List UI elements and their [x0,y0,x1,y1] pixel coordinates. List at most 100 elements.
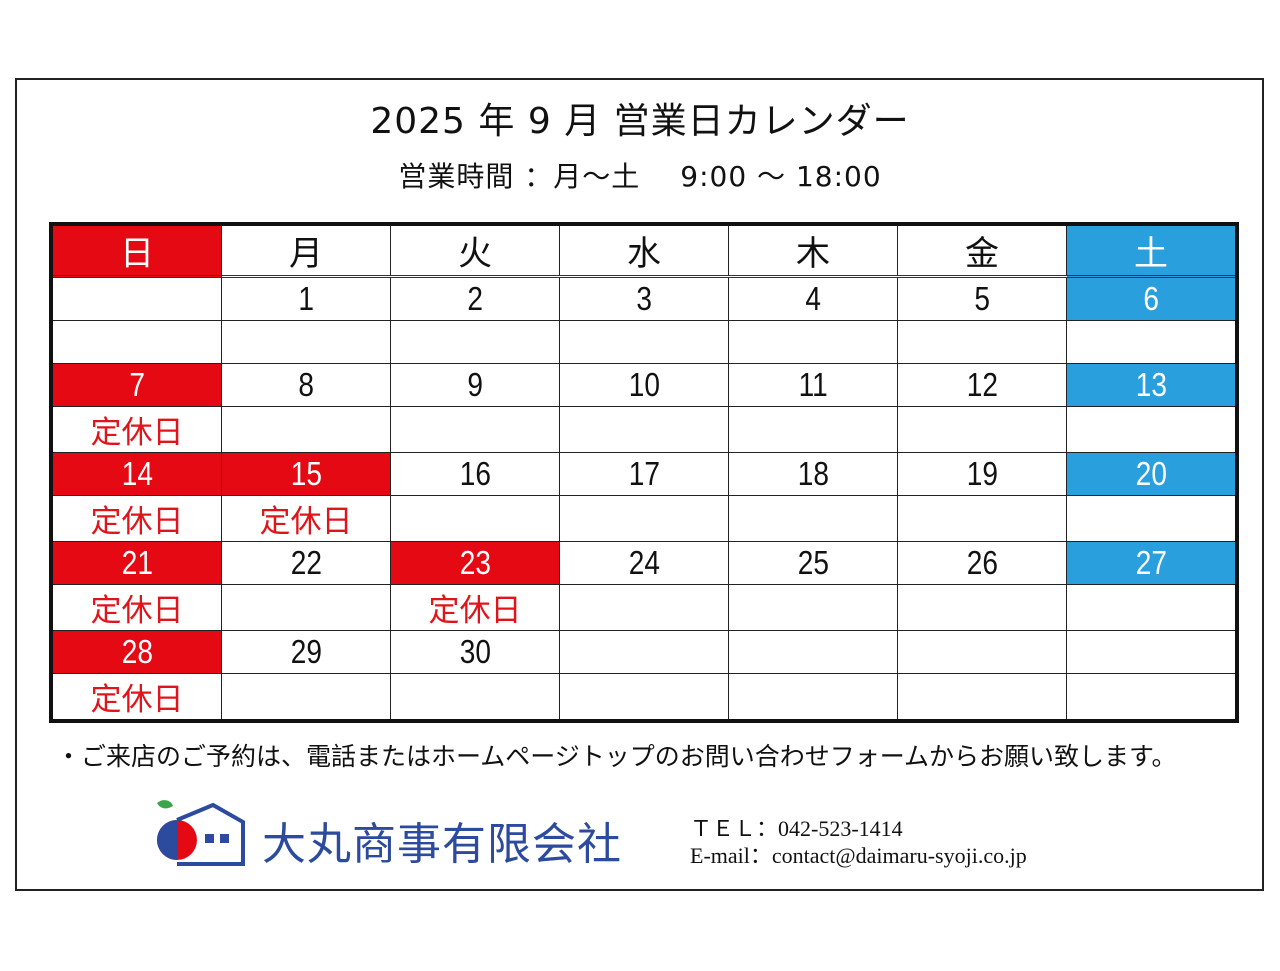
day-number: 3 [636,280,652,317]
day-cell: 20 [1066,452,1238,496]
weekday-header: 木 [728,223,898,277]
day-note [897,673,1067,722]
day-number: 24 [628,544,660,581]
day-note [728,673,898,722]
day-cell: 4 [728,276,898,321]
day-note [50,320,222,364]
day-number: 28 [121,633,153,670]
day-number: 7 [129,366,145,403]
day-cell: 10 [559,363,729,407]
contact-email[interactable]: E-mail：contact@daimaru-syoji.co.jp [690,843,1027,868]
day-note [559,406,729,453]
weekday-header: 水 [559,223,729,277]
day-cell: 27 [1066,541,1238,585]
day-cell: 29 [221,630,391,674]
business-hours: 営業時間 ：月～土 9:00 ～ 18:00 [0,158,1280,196]
day-number: 19 [966,455,998,492]
day-note [1066,406,1238,453]
day-note [728,406,898,453]
day-number: 17 [628,455,660,492]
day-note [221,406,391,453]
day-cell: 24 [559,541,729,585]
day-number: 6 [1143,280,1159,317]
day-note [728,495,898,542]
day-number: 9 [467,366,483,403]
day-cell: 14 [50,452,222,496]
day-note [559,495,729,542]
day-number: 30 [459,633,491,670]
day-note [221,673,391,722]
contact-tel[interactable]: ＴＥＬ：042-523-1414 [690,816,903,841]
week-note-row [50,320,1238,364]
day-note [390,320,560,364]
day-cell: 28 [50,630,222,674]
day-cell: 5 [897,276,1067,321]
day-number: 14 [121,455,153,492]
day-cell: 18 [728,452,898,496]
day-number: 16 [459,455,491,492]
day-number: 29 [290,633,322,670]
day-note: 定休日 [50,406,222,453]
page-title: 2025 年 9 月 営業日カレンダー [370,101,910,142]
day-note: 定休日 [50,673,222,722]
week-note-row: 定休日 [50,406,1238,453]
day-note [728,320,898,364]
day-number: 5 [974,280,990,317]
day-note [728,584,898,631]
day-note [897,320,1067,364]
day-cell: 15 [221,452,391,496]
weekday-header: 金 [897,223,1067,277]
day-cell [728,630,898,674]
day-number: 20 [1135,455,1167,492]
day-cell: 1 [221,276,391,321]
day-number: 2 [467,280,483,317]
day-number: 22 [290,544,322,581]
day-cell: 6 [1066,276,1238,321]
day-cell [559,630,729,674]
day-cell [1066,630,1238,674]
day-number: 11 [798,366,828,403]
day-cell: 11 [728,363,898,407]
page-frame [15,78,1264,891]
day-note: 定休日 [390,584,560,631]
day-cell: 8 [221,363,391,407]
day-cell: 26 [897,541,1067,585]
hours-label: 営業時間 ：月～土 [398,160,641,193]
day-number: 1 [298,280,314,317]
day-cell: 23 [390,541,560,585]
day-note [221,584,391,631]
day-number: 25 [797,544,829,581]
day-cell: 13 [1066,363,1238,407]
day-note [1066,673,1238,722]
day-cell: 2 [390,276,560,321]
house-logo-icon [157,800,245,866]
day-cell: 7 [50,363,222,407]
day-note [897,406,1067,453]
day-cell: 25 [728,541,898,585]
day-number: 15 [290,455,322,492]
day-number: 26 [966,544,998,581]
day-cell: 19 [897,452,1067,496]
day-cell [897,630,1067,674]
day-note [559,584,729,631]
calendar-table: 日月火水木金土 1 2 3 4 5 6 7 8 9 10 11 12 13 定休日 14 15 16 17 18 19… [49,222,1239,723]
day-number: 12 [966,366,998,403]
day-number: 21 [121,544,153,581]
contact-info: ＴＥＬ：042-523-1414 E-mail：contact@daimaru-… [690,815,1027,869]
week-note-row: 定休日 定休日 [50,584,1238,631]
day-note [1066,320,1238,364]
day-cell: 9 [390,363,560,407]
day-number: 4 [805,280,821,317]
week-note-row: 定休日 定休日 [50,495,1238,542]
day-note: 定休日 [50,584,222,631]
day-cell: 12 [897,363,1067,407]
day-cell: 21 [50,541,222,585]
day-note [897,495,1067,542]
reservation-notice: ・ご来店のご予約は、電話またはホームページトップのお問い合わせフォームからお願い… [56,742,1177,771]
day-cell: 17 [559,452,729,496]
day-cell: 3 [559,276,729,321]
weekday-header-row: 日月火水木金土 [50,223,1238,277]
week-date-row: 14 15 16 17 18 19 20 [50,452,1238,496]
weekday-header: 月 [221,223,391,277]
day-cell: 16 [390,452,560,496]
